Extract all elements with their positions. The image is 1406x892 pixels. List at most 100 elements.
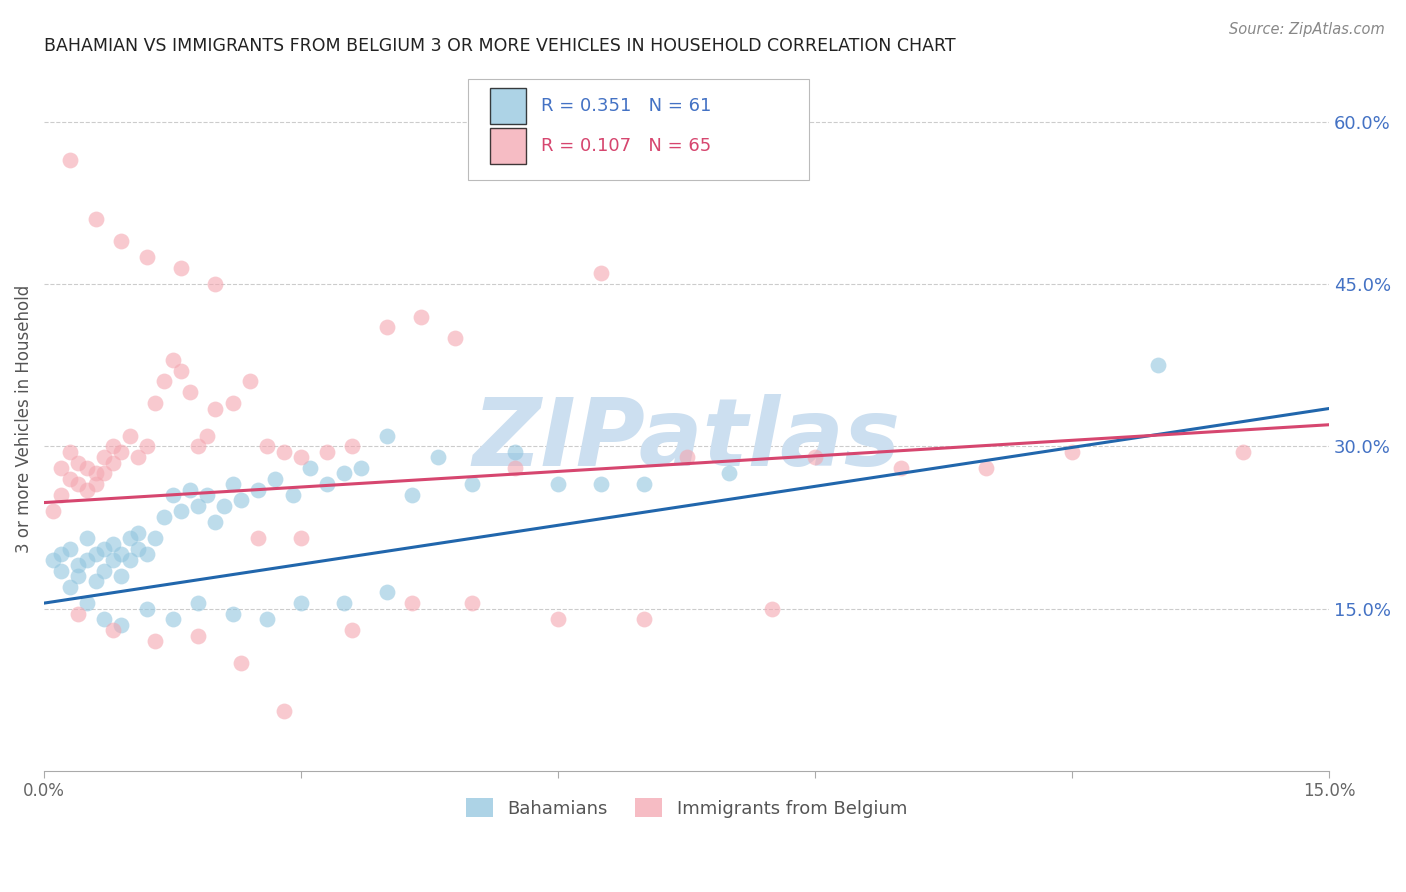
Point — [281, 488, 304, 502]
Point — [170, 364, 193, 378]
Point — [195, 488, 218, 502]
Point — [93, 542, 115, 557]
Point — [375, 320, 398, 334]
Point — [127, 542, 149, 557]
Point — [59, 444, 82, 458]
Point — [101, 456, 124, 470]
Point — [110, 234, 132, 248]
Point — [93, 564, 115, 578]
Point — [135, 250, 157, 264]
Point — [135, 601, 157, 615]
Point — [101, 536, 124, 550]
Point — [290, 450, 312, 465]
Point — [179, 385, 201, 400]
Point — [118, 553, 141, 567]
Point — [342, 439, 364, 453]
Point — [221, 396, 243, 410]
Text: R = 0.107   N = 65: R = 0.107 N = 65 — [541, 137, 711, 155]
Point — [110, 548, 132, 562]
Point — [41, 553, 63, 567]
Point — [76, 483, 98, 497]
Point — [170, 504, 193, 518]
Point — [76, 596, 98, 610]
Point — [59, 542, 82, 557]
Point — [290, 531, 312, 545]
Point — [350, 461, 373, 475]
Text: Source: ZipAtlas.com: Source: ZipAtlas.com — [1229, 22, 1385, 37]
Point — [51, 488, 73, 502]
Point — [170, 260, 193, 275]
Point — [67, 569, 90, 583]
Point — [187, 499, 209, 513]
Point — [101, 439, 124, 453]
Point — [409, 310, 432, 324]
Point — [427, 450, 450, 465]
Point — [110, 444, 132, 458]
Point — [145, 531, 167, 545]
Point — [153, 375, 176, 389]
Point — [135, 439, 157, 453]
Point — [51, 548, 73, 562]
Point — [118, 428, 141, 442]
Point — [273, 704, 295, 718]
Point — [589, 477, 612, 491]
Point — [110, 569, 132, 583]
Point — [333, 596, 356, 610]
Point — [127, 525, 149, 540]
Point — [290, 596, 312, 610]
Point — [162, 612, 184, 626]
Point — [145, 396, 167, 410]
Point — [101, 553, 124, 567]
Point — [256, 612, 278, 626]
Point — [67, 558, 90, 573]
Point — [718, 467, 741, 481]
Point — [804, 450, 827, 465]
Point — [315, 477, 337, 491]
Point — [247, 531, 270, 545]
Point — [67, 607, 90, 621]
Point — [179, 483, 201, 497]
Point — [231, 656, 253, 670]
Point — [84, 212, 107, 227]
Point — [401, 596, 423, 610]
Point — [401, 488, 423, 502]
Point — [187, 439, 209, 453]
Point — [51, 564, 73, 578]
Point — [118, 531, 141, 545]
Point — [93, 450, 115, 465]
Point — [110, 617, 132, 632]
Y-axis label: 3 or more Vehicles in Household: 3 or more Vehicles in Household — [15, 285, 32, 553]
Point — [675, 450, 697, 465]
Point — [187, 596, 209, 610]
Point — [221, 477, 243, 491]
Point — [162, 352, 184, 367]
Point — [256, 439, 278, 453]
Point — [264, 472, 287, 486]
Point — [298, 461, 321, 475]
Point — [84, 467, 107, 481]
Point — [589, 266, 612, 280]
Point — [247, 483, 270, 497]
FancyBboxPatch shape — [489, 87, 526, 124]
Point — [51, 461, 73, 475]
Point — [633, 612, 655, 626]
Point — [231, 493, 253, 508]
Point — [76, 553, 98, 567]
Point — [342, 623, 364, 637]
Point — [547, 477, 569, 491]
Point — [503, 444, 526, 458]
Point — [93, 612, 115, 626]
Text: ZIPatlas: ZIPatlas — [472, 394, 901, 486]
Point — [375, 428, 398, 442]
Point — [76, 531, 98, 545]
Point — [101, 623, 124, 637]
Point — [976, 461, 998, 475]
Point — [204, 515, 226, 529]
Point — [67, 477, 90, 491]
Point — [162, 488, 184, 502]
Text: R = 0.351   N = 61: R = 0.351 N = 61 — [541, 97, 711, 115]
Point — [59, 580, 82, 594]
Point — [127, 450, 149, 465]
Point — [59, 153, 82, 167]
Point — [195, 428, 218, 442]
